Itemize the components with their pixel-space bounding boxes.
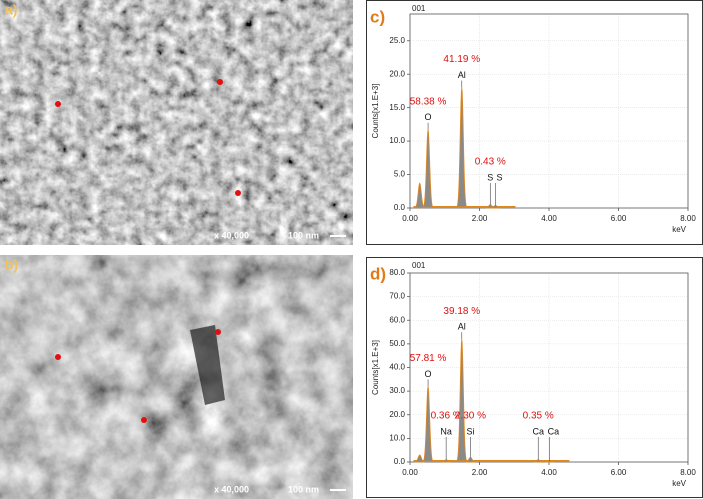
peak (413, 182, 426, 209)
y-tick-label: 30.0 (389, 386, 405, 395)
composition: 0.43 % (475, 157, 506, 168)
marker (235, 190, 241, 196)
sem-photo (0, 255, 353, 499)
x-tick-label: 6.00 (611, 214, 627, 223)
x-tick-label: 8.00 (680, 468, 696, 477)
y-axis-label: Counts[x1.E+3] (371, 340, 380, 395)
marker (55, 354, 61, 360)
marker (215, 329, 221, 335)
marker (141, 417, 147, 423)
y-tick-label: 20.0 (389, 410, 405, 419)
y-tick-label: 40.0 (389, 363, 405, 372)
y-tick-label: 25.0 (389, 36, 405, 45)
x-tick-label: 4.00 (541, 468, 557, 477)
plot-frame (409, 13, 689, 209)
peak-label: Ca (548, 426, 560, 436)
peak (422, 386, 434, 462)
panel-label: c) (370, 7, 385, 26)
composition: 2.30 % (455, 411, 486, 422)
sem-image-a: a) x 40,000 100 nm (0, 0, 353, 245)
magnification: x 40,000 (214, 484, 249, 494)
sem-image-b: b) x 40,000 100 nm (0, 255, 353, 499)
x-tick-label: 2.00 (472, 468, 488, 477)
marker (217, 79, 223, 85)
y-tick-label: 60.0 (389, 315, 405, 324)
peak-label: S (487, 172, 493, 182)
x-tick-label: 4.00 (541, 214, 557, 223)
x-tick-label: 0.00 (402, 214, 418, 223)
peak (414, 454, 425, 463)
peak-label: Al (458, 322, 466, 332)
peak-label: Si (466, 426, 474, 436)
scale-label: 100 nm (288, 484, 319, 494)
magnification: x 40,000 (214, 230, 249, 240)
y-tick-label: 10.0 (389, 433, 405, 442)
composition: 57.81 % (410, 353, 447, 364)
peak (456, 339, 467, 462)
y-axis-label: Counts[x1.E+3] (371, 84, 380, 139)
composition: 0.35 % (523, 411, 554, 422)
y-tick-label: 5.0 (394, 170, 406, 179)
x-tick-label: 6.00 (611, 468, 627, 477)
x-tick-label: 2.00 (472, 214, 488, 223)
peak (544, 460, 555, 463)
y-tick-label: 0.0 (394, 203, 406, 212)
peak (441, 459, 451, 463)
crack (190, 325, 225, 405)
composition: 39.18 % (443, 306, 480, 317)
chart-title: 001 (412, 4, 426, 13)
peak-label: S (496, 172, 502, 182)
x-tick-label: 8.00 (680, 214, 696, 223)
y-tick-label: 15.0 (389, 103, 405, 112)
chart-title: 001 (412, 261, 426, 270)
peak (490, 204, 501, 209)
peak (533, 459, 543, 463)
peak-label: Al (458, 70, 466, 80)
x-axis-label: keV (672, 225, 686, 234)
peak-label: O (425, 112, 432, 122)
peak-label: O (425, 369, 432, 379)
peak (465, 456, 476, 463)
y-tick-label: 20.0 (389, 69, 405, 78)
marker (55, 101, 61, 107)
scale-label: 100 nm (288, 230, 319, 240)
peak-label: Ca (532, 426, 544, 436)
peak-label: Na (440, 426, 452, 436)
peak (456, 87, 467, 208)
sem-photo (0, 0, 353, 245)
panel-label: b) (5, 257, 18, 273)
x-tick-label: 0.00 (402, 468, 418, 477)
panel-label: d) (370, 264, 386, 283)
composition: 41.19 % (443, 54, 480, 65)
x-axis-label: keV (672, 479, 686, 488)
panel-label: a) (5, 2, 17, 18)
y-tick-label: 80.0 (389, 268, 405, 277)
y-tick-label: 10.0 (389, 136, 405, 145)
peak (422, 129, 434, 208)
composition: 0.36 % (431, 411, 462, 422)
y-tick-label: 0.0 (394, 457, 406, 466)
y-tick-label: 70.0 (389, 292, 405, 301)
composition: 58.38 % (410, 96, 447, 107)
y-tick-label: 50.0 (389, 339, 405, 348)
